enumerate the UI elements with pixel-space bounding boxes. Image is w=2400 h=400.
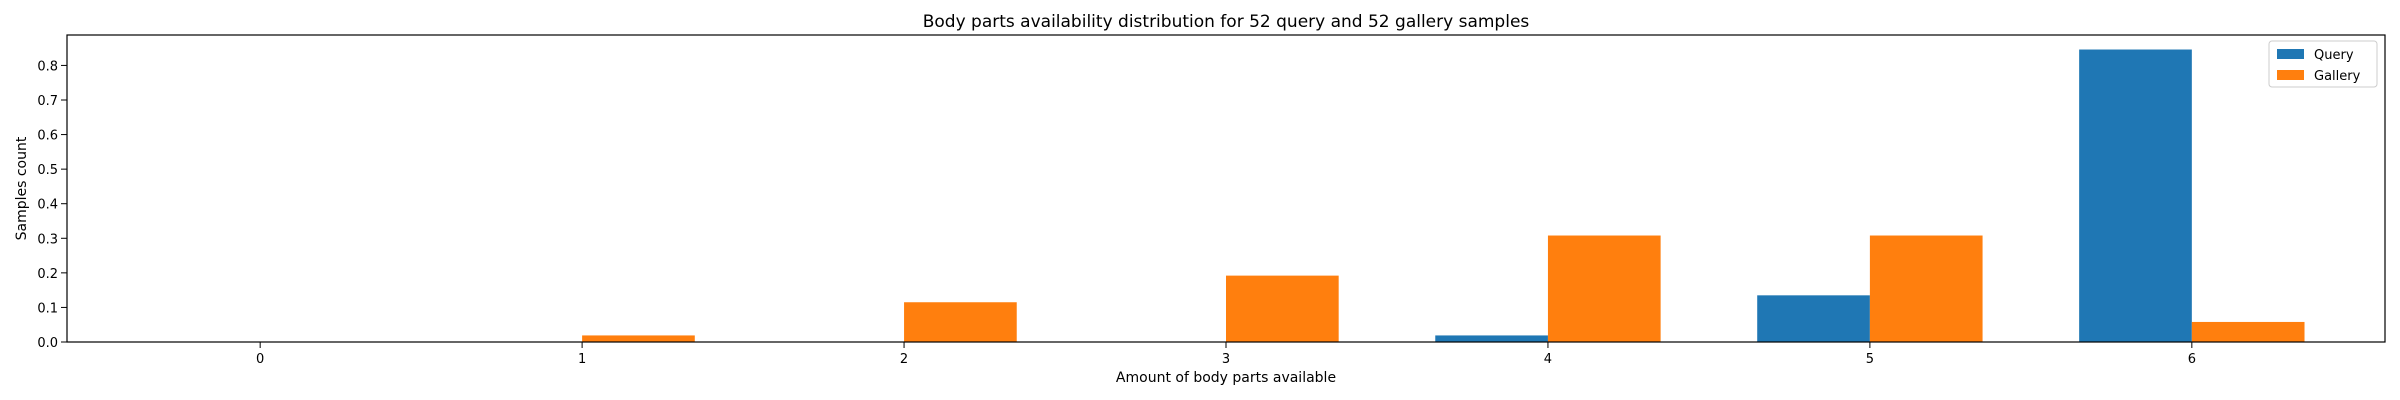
x-tick-label: 5 [1866, 352, 1874, 367]
chart-title: Body parts availability distribution for… [923, 12, 1530, 32]
y-tick-label: 0.4 [37, 198, 58, 213]
bar-gallery-4 [1547, 235, 1661, 342]
bar-gallery-6 [2191, 321, 2305, 342]
x-axis-label: Amount of body parts available [1116, 370, 1336, 386]
x-tick-label: 0 [256, 352, 264, 367]
y-axis-label: Samples count [14, 136, 30, 240]
y-tick-label: 0.3 [37, 232, 58, 247]
bar-query-5 [1757, 295, 1870, 342]
bar-gallery-3 [1226, 275, 1339, 342]
legend-label-gallery: Gallery [2314, 69, 2361, 84]
bar-gallery-1 [582, 335, 695, 342]
x-tick-label: 3 [1222, 352, 1230, 367]
legend-label-query: Query [2314, 48, 2354, 63]
y-tick-label: 0.0 [37, 336, 58, 351]
plot-frame [66, 34, 2386, 343]
x-axis-ticks: 0 1 2 3 4 5 6 [256, 342, 2196, 367]
bar-query-4 [1435, 335, 1548, 342]
bars-group [582, 49, 2305, 343]
bar-gallery-5 [1869, 235, 1983, 342]
x-tick-label: 1 [578, 352, 586, 367]
bar-gallery-2 [904, 302, 1017, 342]
y-tick-label: 0.7 [37, 94, 58, 109]
y-axis-ticks: 0.0 0.1 0.2 0.3 0.4 0.5 0.6 0.7 0.8 [37, 59, 67, 351]
y-tick-label: 0.6 [37, 129, 58, 144]
x-tick-label: 2 [900, 352, 908, 367]
legend: Query Gallery [2268, 40, 2378, 88]
bar-query-6 [2079, 49, 2192, 343]
y-tick-label: 0.5 [37, 163, 58, 178]
x-tick-label: 6 [2188, 352, 2196, 367]
y-tick-label: 0.2 [37, 267, 58, 282]
y-tick-label: 0.8 [37, 59, 58, 74]
legend-swatch-query [2277, 49, 2304, 59]
legend-swatch-gallery [2277, 70, 2304, 80]
y-tick-label: 0.1 [37, 301, 58, 316]
x-tick-label: 4 [1544, 352, 1552, 367]
